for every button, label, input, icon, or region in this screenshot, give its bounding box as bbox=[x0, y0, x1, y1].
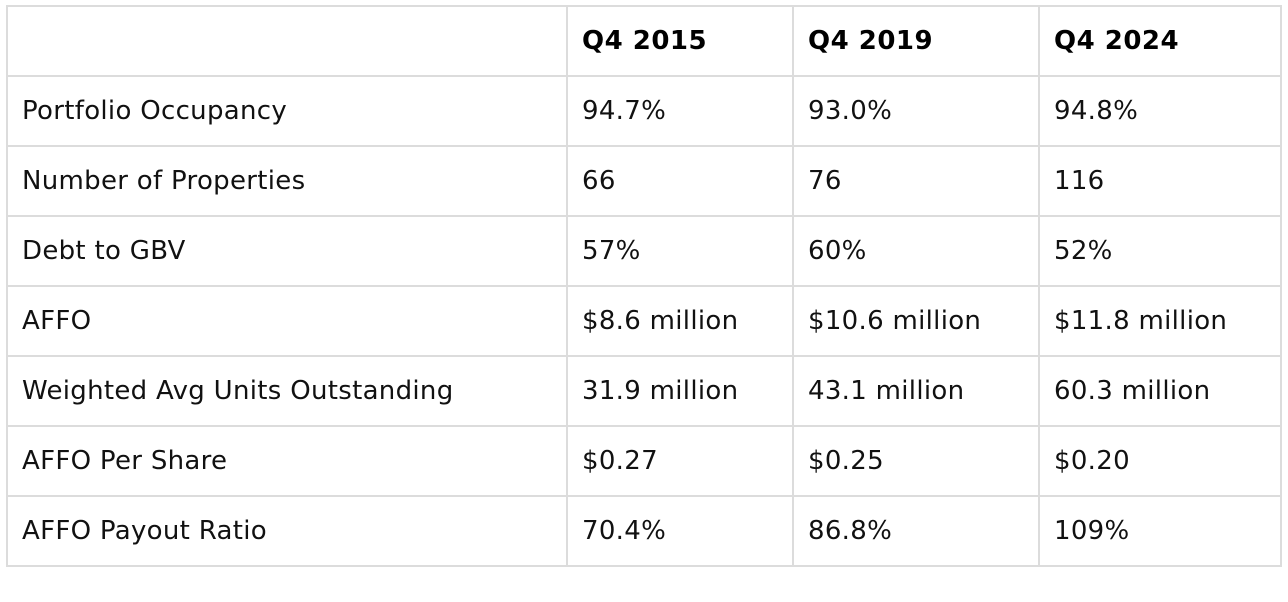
cell-value: 93.0% bbox=[792, 75, 1040, 147]
table-row: Debt to GBV 57% 60% 52% bbox=[6, 215, 1282, 287]
header-cell-metric bbox=[6, 5, 568, 77]
header-row: Q4 2015 Q4 2019 Q4 2024 bbox=[6, 5, 1282, 77]
cell-value: 52% bbox=[1038, 215, 1282, 287]
cell-value: $0.20 bbox=[1038, 425, 1282, 497]
table-row: AFFO $8.6 million $10.6 million $11.8 mi… bbox=[6, 285, 1282, 357]
row-label: Debt to GBV bbox=[6, 215, 568, 287]
cell-value: $11.8 million bbox=[1038, 285, 1282, 357]
table-row: Weighted Avg Units Outstanding 31.9 mill… bbox=[6, 355, 1282, 427]
cell-value: 116 bbox=[1038, 145, 1282, 217]
cell-value: 66 bbox=[566, 145, 794, 217]
cell-value: 31.9 million bbox=[566, 355, 794, 427]
cell-value: 43.1 million bbox=[792, 355, 1040, 427]
row-label: AFFO Payout Ratio bbox=[6, 495, 568, 567]
header-cell-q4-2015: Q4 2015 bbox=[566, 5, 794, 77]
cell-value: 57% bbox=[566, 215, 794, 287]
cell-value: 60% bbox=[792, 215, 1040, 287]
row-label: Number of Properties bbox=[6, 145, 568, 217]
cell-value: $8.6 million bbox=[566, 285, 794, 357]
metrics-table: Q4 2015 Q4 2019 Q4 2024 Portfolio Occupa… bbox=[6, 5, 1282, 567]
header-cell-q4-2019: Q4 2019 bbox=[792, 5, 1040, 77]
cell-value: 60.3 million bbox=[1038, 355, 1282, 427]
table-row: Number of Properties 66 76 116 bbox=[6, 145, 1282, 217]
cell-value: 70.4% bbox=[566, 495, 794, 567]
row-label: Weighted Avg Units Outstanding bbox=[6, 355, 568, 427]
cell-value: 94.8% bbox=[1038, 75, 1282, 147]
table-row: AFFO Payout Ratio 70.4% 86.8% 109% bbox=[6, 495, 1282, 567]
cell-value: 94.7% bbox=[566, 75, 794, 147]
table-row: Portfolio Occupancy 94.7% 93.0% 94.8% bbox=[6, 75, 1282, 147]
cell-value: 86.8% bbox=[792, 495, 1040, 567]
cell-value: 76 bbox=[792, 145, 1040, 217]
row-label: AFFO bbox=[6, 285, 568, 357]
cell-value: $10.6 million bbox=[792, 285, 1040, 357]
cell-value: $0.25 bbox=[792, 425, 1040, 497]
cell-value: $0.27 bbox=[566, 425, 794, 497]
cell-value: 109% bbox=[1038, 495, 1282, 567]
row-label: Portfolio Occupancy bbox=[6, 75, 568, 147]
table-container: Q4 2015 Q4 2019 Q4 2024 Portfolio Occupa… bbox=[6, 5, 1282, 567]
row-label: AFFO Per Share bbox=[6, 425, 568, 497]
header-cell-q4-2024: Q4 2024 bbox=[1038, 5, 1282, 77]
table-row: AFFO Per Share $0.27 $0.25 $0.20 bbox=[6, 425, 1282, 497]
